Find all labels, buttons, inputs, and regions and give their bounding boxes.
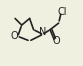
Text: Cl: Cl [58, 7, 67, 17]
Text: O: O [11, 31, 18, 41]
Text: N: N [39, 27, 46, 37]
Text: O: O [52, 36, 60, 46]
